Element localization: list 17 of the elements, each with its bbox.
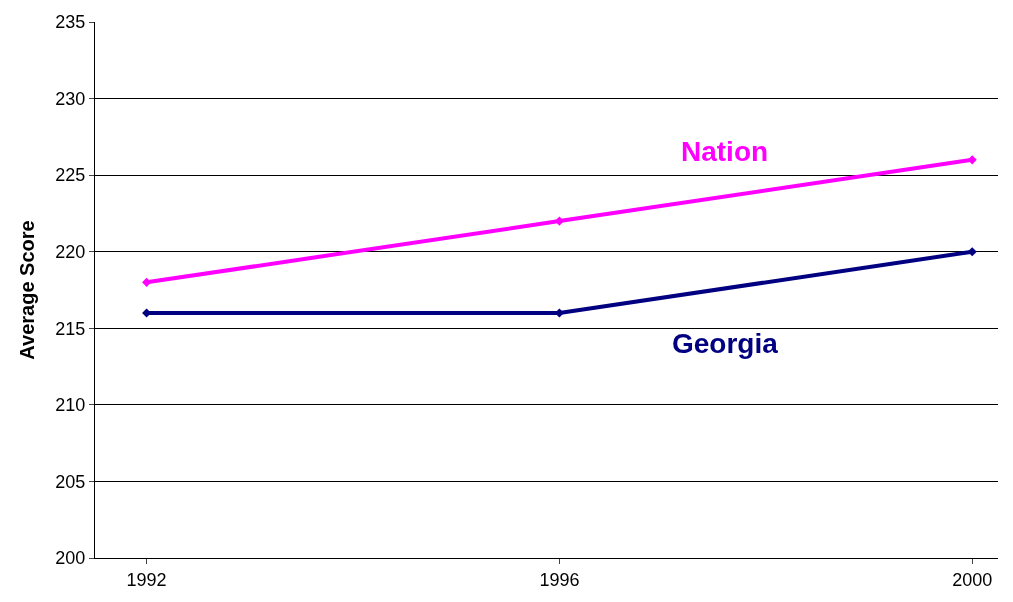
- y-tick-label: 205: [55, 471, 86, 492]
- series-label: Nation: [681, 136, 769, 167]
- y-tick-label: 235: [55, 12, 86, 33]
- y-tick-label: 210: [55, 395, 86, 416]
- y-tick-label: 220: [55, 242, 86, 263]
- y-tick-label: 200: [55, 548, 86, 569]
- y-tick-label: 225: [55, 165, 86, 186]
- x-tick-label: 2000: [952, 569, 993, 590]
- y-axis-title: Average Score: [15, 220, 38, 360]
- series-label: Georgia: [672, 328, 779, 359]
- point: [967, 155, 977, 165]
- x-tick-label: 1996: [539, 569, 580, 590]
- y-tick-label: 215: [55, 318, 86, 339]
- y-tick-label: 230: [55, 88, 86, 109]
- point: [142, 277, 152, 287]
- x-tick-label: 1992: [126, 569, 167, 590]
- point: [967, 247, 977, 257]
